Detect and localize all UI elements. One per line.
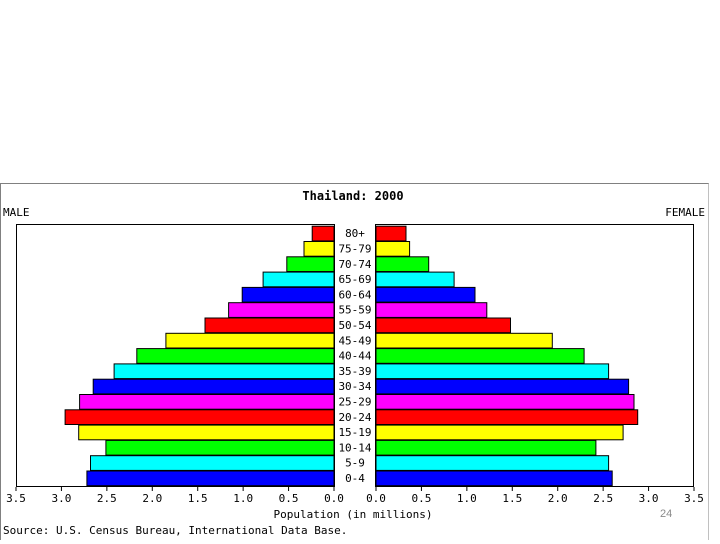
age-label-30-34: 30-34 [338,380,371,393]
female-bar-10-14 [375,439,597,456]
male-tick-label: 2.5 [97,492,117,505]
age-label-20-24: 20-24 [338,411,371,424]
female-x-axis: 0.0 0.5 1.0 1.5 2.0 2.5 3.0 3.5 [366,487,704,505]
female-tick-label: 0.5 [411,492,431,505]
male-label: MALE [3,206,30,219]
male-bar-40-44 [136,348,335,364]
male-bar-65-69 [262,271,335,288]
male-bar-20-24 [64,409,335,426]
age-label-35-39: 35-39 [338,365,371,378]
age-label-55-59: 55-59 [338,304,371,317]
age-label-25-29: 25-29 [338,396,371,409]
slide-number: 24 [660,508,673,520]
female-bar-15-19 [375,424,624,441]
male-bar-0-4 [86,470,335,487]
age-label-65-69: 65-69 [338,273,371,286]
male-bar-50-54 [204,317,335,334]
female-bar-80+ [375,225,407,242]
source-note: Source: U.S. Census Bureau, Internationa… [3,524,347,537]
female-bar-65-69 [375,271,455,288]
male-tick-label: 1.0 [233,492,253,505]
chart-title: Thailand: 2000 [302,189,403,203]
female-bar-20-24 [375,409,639,426]
female-bar-55-59 [375,302,488,318]
male-bar-25-29 [79,394,335,410]
male-plot-area [16,224,335,487]
female-bar-60-64 [375,286,476,303]
age-label-15-19: 15-19 [338,426,371,439]
age-label-45-49: 45-49 [338,334,371,347]
female-bar-50-54 [375,317,511,334]
female-tick-label: 2.5 [593,492,613,505]
female-bar-25-29 [375,394,635,410]
male-bar-10-14 [105,439,335,456]
male-bar-5-9 [90,455,335,471]
female-tick-label: 3.0 [639,492,659,505]
male-bar-60-64 [241,286,335,303]
male-bar-30-34 [92,378,335,395]
age-label-0-4: 0-4 [345,472,365,485]
female-bar-70-74 [375,256,430,273]
male-bar-15-19 [78,424,335,441]
male-bar-35-39 [113,363,335,380]
female-tick-label: 2.0 [548,492,568,505]
age-label-5-9: 5-9 [345,457,365,470]
female-bars [375,225,639,487]
age-label-10-14: 10-14 [338,441,371,454]
age-group-labels: 0-4 5-9 10-14 15-19 20-24 25-29 30-34 35-39 40-4… [338,227,371,485]
age-label-40-44: 40-44 [338,350,371,363]
male-bar-80+ [311,225,335,242]
female-bar-0-4 [375,470,613,487]
age-label-50-54: 50-54 [338,319,371,332]
male-tick-label: 0.0 [324,492,344,505]
male-bar-45-49 [165,332,335,349]
male-bar-70-74 [286,256,335,273]
male-bar-55-59 [228,302,335,318]
female-bar-35-39 [375,363,610,380]
age-label-80+: 80+ [345,227,365,240]
male-tick-label: 3.0 [51,492,71,505]
female-bar-5-9 [375,455,610,471]
female-bar-40-44 [375,348,585,364]
age-label-70-74: 70-74 [338,258,371,271]
male-tick-label: 3.5 [6,492,26,505]
female-bar-75-79 [375,241,411,257]
male-bar-75-79 [303,241,335,257]
female-tick-label: 1.5 [502,492,522,505]
age-label-60-64: 60-64 [338,288,371,301]
age-label-75-79: 75-79 [338,243,371,256]
female-bar-30-34 [375,378,630,395]
male-bars [64,225,335,487]
female-tick-label: 0.0 [366,492,386,505]
female-tick-label: 1.0 [457,492,477,505]
male-x-axis: 0.0 0.5 1.0 1.5 2.0 2.5 3.0 3.5 [6,487,344,505]
male-tick-label: 2.0 [142,492,162,505]
male-tick-label: 1.5 [188,492,208,505]
female-bar-45-49 [375,332,553,349]
female-tick-label: 3.5 [684,492,704,505]
male-tick-label: 0.5 [279,492,299,505]
population-pyramid-chart: Thailand: 2000 MALE FEMALE 0-4 5-9 10-14 15… [3,189,705,537]
female-label: FEMALE [665,206,705,219]
x-axis-label: Population (in millions) [274,508,433,521]
figure-frame: Thailand: 2000 MALE FEMALE 0-4 5-9 10-14 15… [0,183,709,540]
